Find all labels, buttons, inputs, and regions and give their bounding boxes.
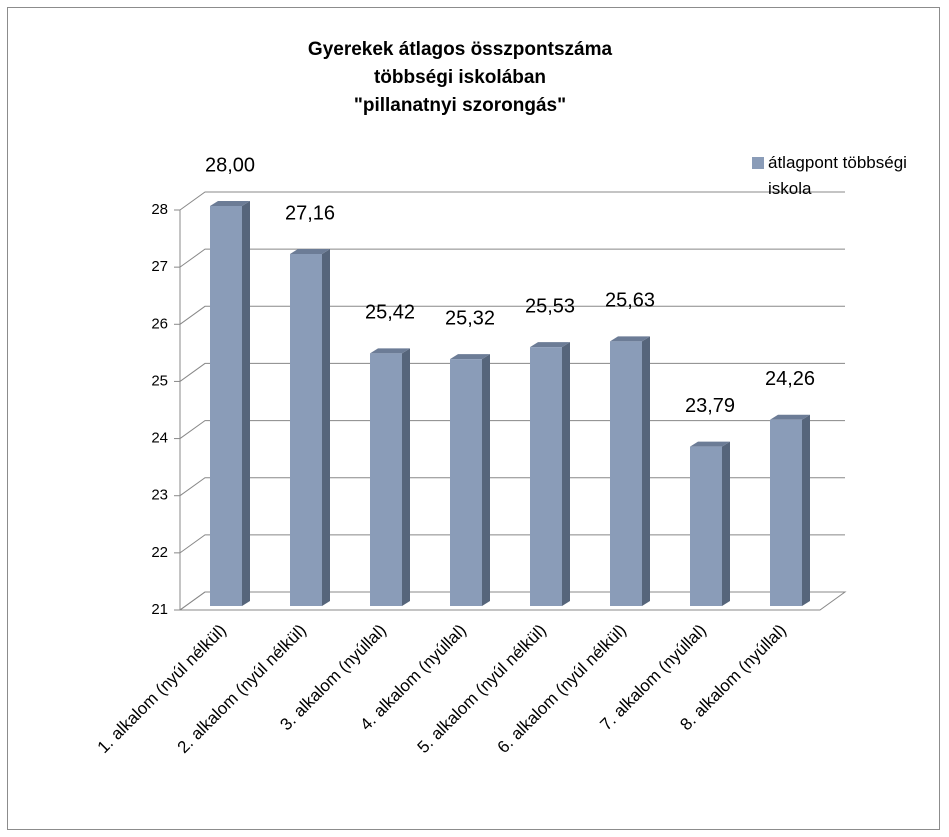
- bar-face: [242, 201, 250, 606]
- bar: [690, 441, 730, 606]
- data-label: 23,79: [685, 395, 735, 417]
- y-tick-label: 24: [151, 430, 168, 447]
- bar-face: [610, 336, 650, 342]
- y-tick-label: 25: [151, 372, 168, 389]
- data-label: 27,16: [285, 202, 335, 224]
- grid-line: [179, 248, 845, 268]
- bar-face: [290, 254, 322, 606]
- bar-face: [450, 354, 490, 360]
- bar: [530, 342, 570, 606]
- y-tick-label: 21: [151, 601, 168, 618]
- y-tick-label: 26: [151, 315, 168, 332]
- bar-face: [530, 342, 570, 348]
- chart-title: többségi iskolában: [374, 67, 546, 88]
- bar-face: [370, 348, 410, 354]
- bar-face: [690, 441, 730, 447]
- bar: [290, 249, 330, 606]
- data-label: 24,26: [765, 368, 815, 390]
- grid-line: [179, 305, 845, 325]
- data-label: 25,32: [445, 307, 495, 329]
- bar-face: [770, 419, 802, 606]
- bar-face: [802, 414, 810, 606]
- bar-face: [690, 446, 722, 606]
- bar-face: [210, 206, 242, 606]
- data-label: 25,63: [605, 290, 655, 312]
- bar: [210, 201, 250, 606]
- bar-face: [402, 348, 410, 606]
- legend-swatch: [752, 157, 764, 169]
- bar-face: [722, 441, 730, 606]
- bar: [450, 354, 490, 606]
- y-tick-label: 23: [151, 487, 168, 504]
- bar-face: [562, 342, 570, 606]
- bar: [370, 348, 410, 606]
- y-tick-label: 28: [151, 201, 168, 218]
- bar-face: [482, 354, 490, 606]
- bar-face: [450, 359, 482, 606]
- data-label: 25,53: [525, 295, 575, 317]
- bar-face: [290, 249, 330, 254]
- bar-face: [610, 341, 642, 606]
- bar-face: [770, 414, 810, 420]
- bar-face: [530, 347, 562, 606]
- chart-title: "pillanatnyi szorongás": [354, 95, 566, 116]
- bar-face: [370, 353, 402, 606]
- legend-label: átlagpont többségi iskola: [768, 153, 907, 198]
- bar-face: [642, 336, 650, 606]
- y-tick-label: 27: [151, 258, 168, 275]
- bar: [770, 414, 810, 606]
- bar: [610, 336, 650, 606]
- data-label: 28,00: [205, 154, 255, 176]
- data-label: 25,42: [365, 302, 415, 324]
- y-tick-label: 22: [151, 544, 168, 561]
- grid-line: [179, 191, 845, 211]
- chart-title: Gyerekek átlagos összpontszáma: [308, 39, 613, 60]
- bar-face: [322, 249, 330, 606]
- bar-face: [210, 201, 250, 206]
